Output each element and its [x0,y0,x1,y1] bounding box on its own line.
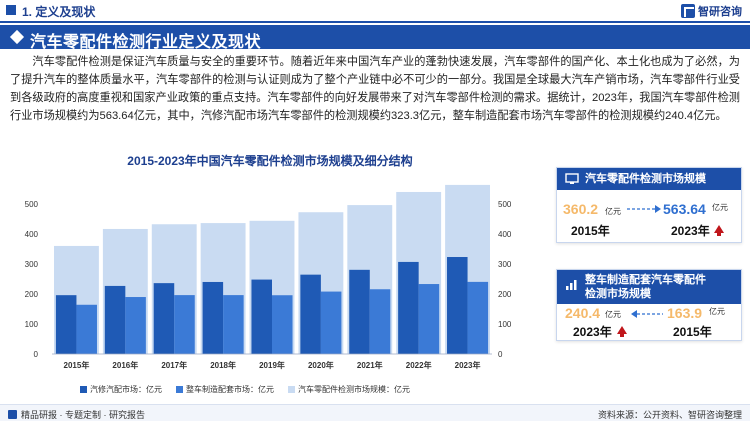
chart-legend: 汽修汽配市场：亿元 整车制造配套市场：亿元 汽车零配件检测市场规模：亿元 [80,384,410,395]
legend-swatch [176,386,183,393]
footer-left: 精品研报 · 专题定制 · 研究报告 [8,408,145,421]
section-marker-icon [6,5,16,15]
bar-oem [76,304,97,354]
y-right-tick-label: 300 [498,260,512,269]
bar-oem [272,295,293,354]
card-right-year: 2015年 [673,325,712,339]
bar-repair [349,269,370,354]
y-left-tick-label: 0 [34,350,39,359]
x-tick-label: 2022年 [406,360,432,370]
bar-oem [223,295,244,354]
card-left-year: 2023年 [573,325,612,339]
bar-repair [300,274,321,354]
diamond-icon [9,29,25,45]
y-right-tick-label: 100 [498,320,512,329]
card-title: 汽车零配件检测市场规模 [585,173,706,185]
x-tick-label: 2019年 [259,360,285,370]
bar-repair [447,257,468,354]
legend-label: 整车制造配套市场：亿元 [186,385,274,394]
card-left-value: 240.4 [565,305,601,321]
bar-repair [202,281,224,354]
x-tick-label: 2021年 [357,360,383,370]
card-from-value: 360.2 [563,201,599,217]
y-right-tick-label: 0 [498,350,503,359]
footer: 精品研报 · 专题定制 · 研究报告 资料来源：公开资料、智研咨询整理 [0,404,750,421]
brand-logo: 智研咨询 [681,3,742,19]
legend-item-repair: 汽修汽配市场：亿元 [80,384,162,395]
section-label: 1. 定义及现状 [22,5,96,19]
page-title: 汽车零配件检测行业定义及现状 [30,34,262,51]
bar-oem [125,297,146,354]
legend-swatch [288,386,295,393]
bar-chart: 2015年 2016年 2017年 2018年 2019年 2020年 2021年 2022年… [25,184,512,370]
footer-services: 精品研报 · 专题定制 · 研究报告 [21,410,145,420]
brand-logo-text: 智研咨询 [698,6,742,18]
chart-title: 2015-2023年中国汽车零配件检测市场规模及细分结构 [127,154,413,168]
footer-source: 资料来源：公开资料、智研咨询整理 [597,410,742,420]
y-right-tick-label: 400 [498,230,512,239]
bar-oem [174,295,195,354]
footer-logo-icon [8,410,17,419]
x-tick-label: 2017年 [161,360,187,370]
card-right-value: 163.9 [667,305,703,321]
y-right-tick-label: 500 [498,200,512,209]
bar-repair [104,285,126,354]
card-from-unit: 亿元 [605,207,621,216]
bar-oem [467,281,489,354]
intro-paragraph: 汽车零配件检测是保证汽车质量与安全的重要环节。随着近年来中国汽车产业的蓬勃快速发… [10,56,740,122]
legend-item-total: 汽车零配件检测市场规模：亿元 [288,384,410,395]
card-to-year: 2023年 [671,224,710,238]
legend-swatch [80,386,87,393]
x-tick-label: 2018年 [210,360,236,370]
card-title-line1: 整车制造配套汽车零配件 [585,274,706,286]
y-left-tick-label: 400 [25,230,39,239]
bar-chart-icon [566,280,577,290]
card-left-unit: 亿元 [605,310,621,319]
y-left-tick-label: 100 [25,320,39,329]
bar-repair [55,295,77,354]
card-header: 整车制造配套汽车零配件 检测市场规模 [557,270,741,304]
bar-repair [251,279,272,354]
bar-repair [398,261,419,354]
bar-oem [320,291,342,354]
monitor-icon [565,173,579,184]
x-tick-label: 2023年 [455,360,481,370]
legend-item-oem: 整车制造配套市场：亿元 [176,384,274,395]
card-header: 汽车零配件检测市场规模 [557,168,741,190]
title-band: 汽车零配件检测行业定义及现状 [0,25,750,51]
legend-label: 汽车零配件检测市场规模：亿元 [298,385,410,394]
card-to-value: 563.64 [663,201,706,217]
arrow-left-icon [631,310,663,318]
x-tick-label: 2015年 [64,360,90,370]
top-bar: 1. 定义及现状 智研咨询 [0,0,750,22]
brand-logo-icon [681,4,695,18]
bar-repair [153,283,175,354]
up-arrow-icon [714,225,724,236]
arrow-right-icon [627,205,661,213]
up-arrow-icon [617,326,627,337]
legend-label: 汽修汽配市场：亿元 [90,385,162,394]
card-title-line2: 检测市场规模 [585,288,651,300]
oem-market-card: 整车制造配套汽车零配件 检测市场规模 240.4 亿元 163.9 亿元 202… [556,269,742,341]
top-divider [0,21,750,23]
card-right-unit: 亿元 [709,307,725,316]
y-left-tick-label: 300 [25,260,39,269]
card-to-unit: 亿元 [712,203,728,212]
y-right-tick-label: 200 [498,290,512,299]
bar-oem [418,284,440,354]
x-tick-label: 2020年 [308,360,334,370]
card-from-year: 2015年 [571,224,610,238]
y-left-tick-label: 500 [25,200,39,209]
bar-oem [369,289,391,354]
y-left-tick-label: 200 [25,290,39,299]
market-size-card: 汽车零配件检测市场规模 360.2 亿元 563.64 亿元 2015年 202… [556,167,742,243]
x-tick-label: 2016年 [112,360,138,370]
